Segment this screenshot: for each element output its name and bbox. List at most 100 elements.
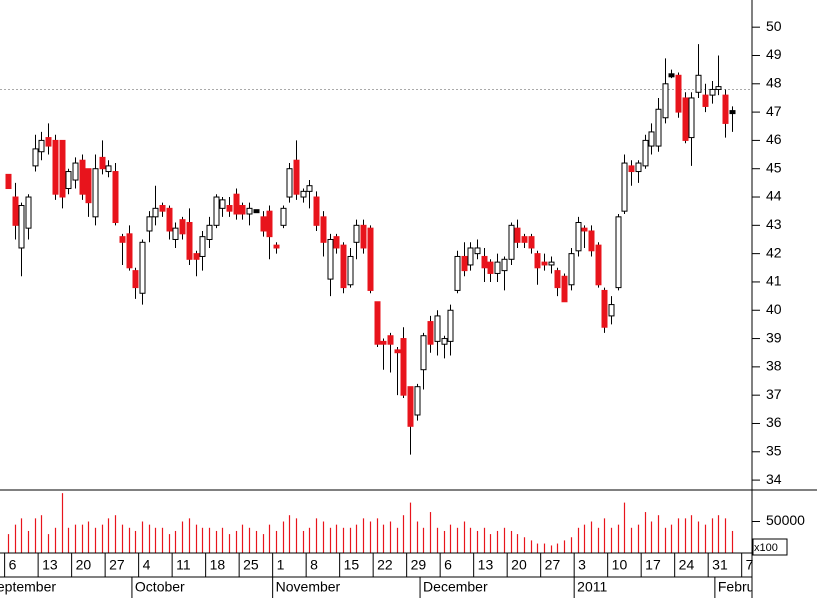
x-tick-label: 13 xyxy=(478,557,494,573)
candle-body xyxy=(702,94,709,107)
candle-body xyxy=(199,236,206,257)
candle-body xyxy=(347,255,354,286)
candle-body xyxy=(601,289,608,328)
candle-body xyxy=(306,185,313,192)
candle-body xyxy=(561,275,568,303)
x-tick-label: 29 xyxy=(411,557,427,573)
y-tick-label: 41 xyxy=(766,273,782,289)
candle-body xyxy=(353,224,360,243)
candle-body xyxy=(467,247,474,266)
candle-body xyxy=(186,221,193,260)
candle-body xyxy=(206,224,213,240)
candle-body xyxy=(648,131,655,147)
y-tick-label: 36 xyxy=(766,414,782,430)
candle-body xyxy=(715,86,722,90)
x-tick-label: 27 xyxy=(545,557,561,573)
candle-body xyxy=(286,168,293,198)
x-tick-label: 4 xyxy=(143,557,151,573)
candle-body xyxy=(360,224,367,249)
volume-tick-label: 50000 xyxy=(766,512,805,528)
candle-body xyxy=(494,261,501,274)
candle-body xyxy=(52,139,59,195)
candle-body xyxy=(568,253,575,286)
candle-body xyxy=(5,173,12,190)
candle-body xyxy=(340,244,347,289)
candle-body xyxy=(85,168,92,204)
y-tick-label: 38 xyxy=(766,358,782,374)
x-tick-label: 3 xyxy=(578,557,586,573)
candle-body xyxy=(166,207,173,232)
candle-body xyxy=(246,207,253,215)
candle-body xyxy=(300,190,307,198)
candle-body xyxy=(226,205,233,212)
y-tick-label: 40 xyxy=(766,301,782,317)
y-tick-label: 39 xyxy=(766,329,782,345)
candle-body xyxy=(387,335,394,345)
x-tick-label: 7 xyxy=(746,557,754,573)
x-tick-label: 27 xyxy=(109,557,125,573)
candle-body xyxy=(333,236,340,249)
candle-body xyxy=(534,253,541,269)
candle-body xyxy=(72,162,79,181)
candle-body xyxy=(420,335,427,371)
y-tick-label: 50 xyxy=(766,18,782,34)
candle-body xyxy=(266,210,273,238)
candle-body xyxy=(239,205,246,215)
candle-body xyxy=(501,258,508,272)
candle-body xyxy=(695,74,702,93)
y-tick-label: 42 xyxy=(766,244,782,260)
month-label: November xyxy=(276,579,341,595)
candle-body xyxy=(219,199,226,209)
candle-body xyxy=(152,207,159,218)
candle-body xyxy=(320,216,327,243)
marks-layer: SeptemberOctoberNovemberDecember2011Febr… xyxy=(0,44,752,595)
candle-body xyxy=(273,244,280,249)
candle-body xyxy=(59,139,66,198)
candle-body xyxy=(729,110,736,115)
candle-body xyxy=(668,73,675,78)
candle-body xyxy=(588,230,595,252)
candle-body xyxy=(454,255,461,291)
x-tick-label: 8 xyxy=(310,557,318,573)
month-label: December xyxy=(423,579,488,595)
candle-body xyxy=(159,205,166,212)
candle-body xyxy=(327,238,334,280)
candle-body xyxy=(126,233,133,269)
x-tick-label: 20 xyxy=(511,557,527,573)
candle-body xyxy=(105,165,112,173)
candle-body xyxy=(508,224,515,260)
volume-unit: x100 xyxy=(754,542,778,554)
x-tick-label: 1 xyxy=(277,557,285,573)
candle-body xyxy=(79,159,86,195)
y-tick-label: 49 xyxy=(766,46,782,62)
candle-body xyxy=(688,97,695,139)
candle-body xyxy=(635,162,642,173)
y-tick-label: 44 xyxy=(766,188,782,204)
candle-body xyxy=(367,227,374,291)
candle-body xyxy=(682,97,689,141)
x-tick-label: 24 xyxy=(679,557,695,573)
candle-body xyxy=(722,94,729,124)
candle-body xyxy=(434,315,441,342)
candle-body xyxy=(581,227,588,232)
candle-body xyxy=(99,156,106,170)
candle-body xyxy=(595,244,602,286)
y-tick-label: 34 xyxy=(766,471,782,487)
candle-body xyxy=(427,321,434,345)
candle-body xyxy=(554,270,561,289)
candle-body xyxy=(92,168,99,218)
candle-body xyxy=(441,338,448,345)
candle-body xyxy=(119,236,126,243)
candle-body xyxy=(139,241,146,294)
candle-body xyxy=(179,219,186,235)
month-label: September xyxy=(0,579,56,595)
y-tick-label: 45 xyxy=(766,159,782,175)
candle-body xyxy=(374,301,381,345)
x-tick-label: 31 xyxy=(712,557,728,573)
candle-body xyxy=(146,216,153,232)
unit-box xyxy=(752,538,788,556)
y-tick-label: 47 xyxy=(766,103,782,119)
candle-body xyxy=(132,270,139,289)
